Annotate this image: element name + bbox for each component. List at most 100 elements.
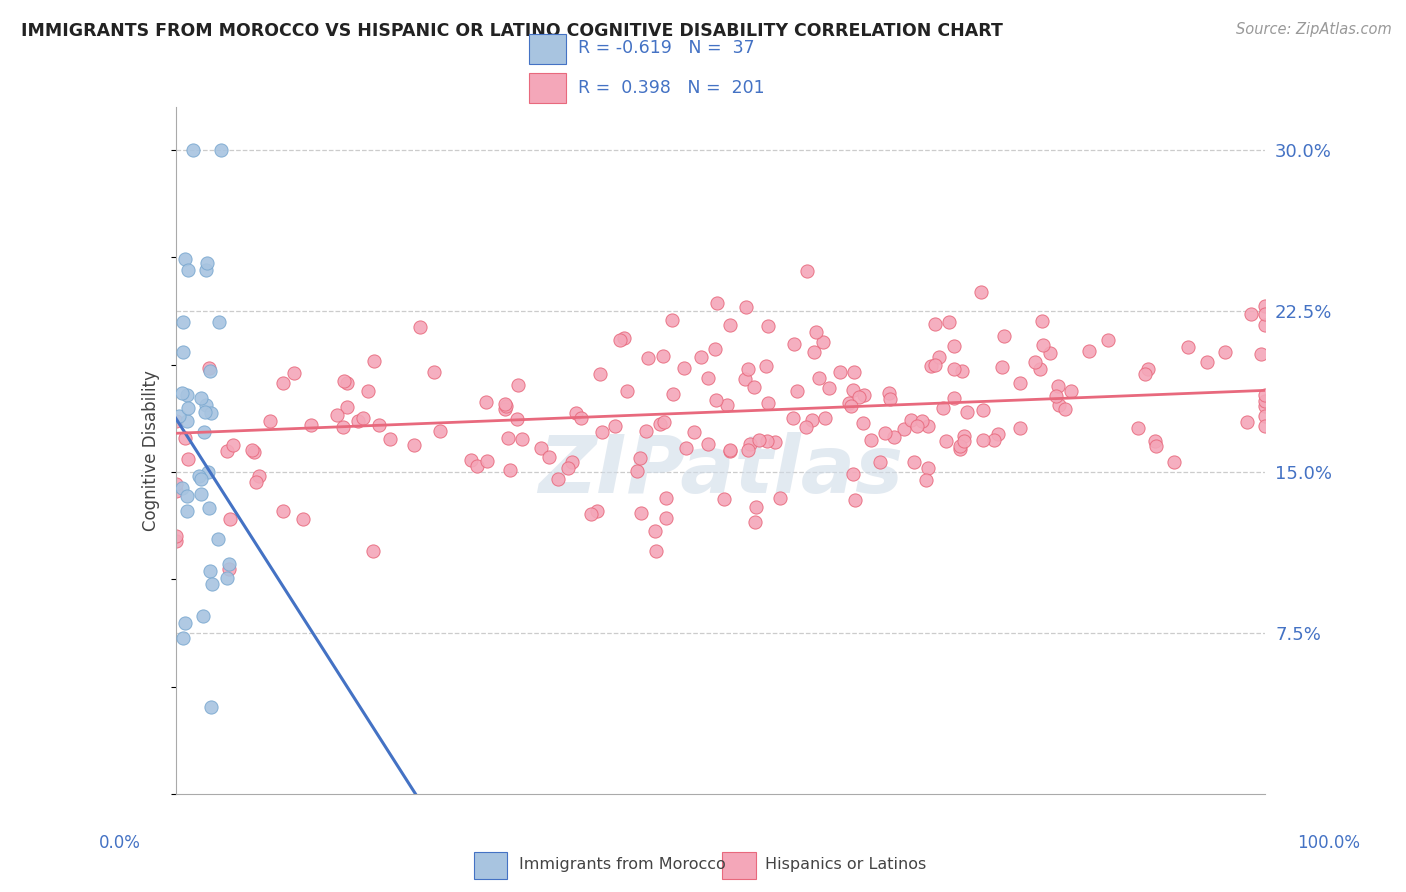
Point	[652, 415, 675, 429]
Point	[748, 434, 770, 448]
Point	[172, 481, 194, 495]
Point	[928, 350, 950, 364]
Point	[495, 399, 517, 413]
Point	[271, 376, 294, 391]
Point	[943, 339, 966, 353]
Text: Hispanics or Latinos: Hispanics or Latinos	[765, 857, 927, 872]
Point	[800, 413, 823, 427]
Point	[883, 430, 905, 444]
Point	[1236, 415, 1258, 429]
Point	[510, 432, 533, 446]
Point	[1254, 409, 1277, 423]
Point	[167, 409, 190, 423]
Bar	[529, 72, 567, 103]
Point	[915, 473, 938, 487]
Point	[207, 532, 229, 546]
Point	[796, 264, 818, 278]
Point	[972, 402, 994, 417]
Point	[745, 500, 768, 514]
Point	[993, 328, 1015, 343]
Point	[1254, 419, 1277, 434]
Point	[429, 425, 451, 439]
Point	[811, 334, 834, 349]
Point	[581, 507, 603, 521]
Point	[181, 143, 204, 157]
Point	[367, 417, 389, 432]
Point	[990, 360, 1012, 375]
Point	[176, 388, 198, 402]
Point	[970, 285, 993, 299]
Point	[734, 372, 756, 386]
Point	[1046, 379, 1069, 393]
Point	[409, 319, 432, 334]
Point	[938, 315, 960, 329]
Point	[848, 390, 870, 404]
Point	[765, 434, 787, 449]
Point	[423, 365, 446, 379]
Point	[207, 315, 229, 329]
Point	[808, 371, 831, 385]
Point	[718, 318, 741, 333]
Point	[814, 410, 837, 425]
Point	[1254, 318, 1277, 332]
Point	[740, 437, 762, 451]
Point	[1136, 361, 1159, 376]
Point	[1144, 439, 1167, 453]
Point	[569, 411, 592, 425]
Point	[197, 466, 219, 480]
Point	[271, 504, 294, 518]
Point	[613, 331, 636, 345]
Point	[645, 543, 668, 558]
Point	[547, 472, 569, 486]
Point	[1032, 338, 1054, 352]
Point	[838, 396, 860, 410]
Point	[703, 342, 725, 356]
Point	[1126, 421, 1149, 435]
Point	[818, 381, 841, 395]
Point	[756, 395, 779, 409]
Point	[804, 325, 827, 339]
Point	[332, 420, 354, 434]
Point	[217, 571, 239, 585]
Point	[356, 384, 378, 398]
Point	[173, 252, 195, 267]
Point	[842, 365, 865, 379]
Point	[1254, 388, 1277, 402]
Point	[716, 398, 738, 412]
Point	[177, 401, 200, 415]
Point	[1010, 421, 1032, 435]
Point	[165, 477, 187, 491]
Point	[165, 484, 187, 499]
Point	[176, 503, 198, 517]
Point	[586, 504, 609, 518]
Point	[706, 296, 728, 310]
Point	[259, 414, 281, 428]
Point	[737, 443, 759, 458]
Point	[498, 431, 520, 445]
Point	[616, 384, 638, 398]
Point	[561, 455, 583, 469]
Point	[564, 406, 586, 420]
Point	[197, 501, 219, 516]
Point	[987, 427, 1010, 442]
Point	[949, 442, 972, 456]
Point	[215, 443, 238, 458]
Point	[704, 392, 727, 407]
Point	[172, 345, 194, 359]
Point	[609, 333, 631, 347]
Point	[1213, 345, 1236, 359]
Point	[402, 438, 425, 452]
Point	[1053, 402, 1076, 417]
Point	[326, 408, 349, 422]
Point	[1039, 345, 1062, 359]
Point	[378, 432, 401, 446]
Point	[530, 442, 553, 456]
Text: Source: ZipAtlas.com: Source: ZipAtlas.com	[1236, 22, 1392, 37]
Point	[363, 354, 385, 368]
Point	[920, 359, 942, 373]
Point	[177, 262, 200, 277]
Point	[852, 388, 875, 402]
Y-axis label: Cognitive Disability: Cognitive Disability	[142, 370, 160, 531]
Point	[1031, 314, 1053, 328]
Point	[860, 433, 883, 447]
